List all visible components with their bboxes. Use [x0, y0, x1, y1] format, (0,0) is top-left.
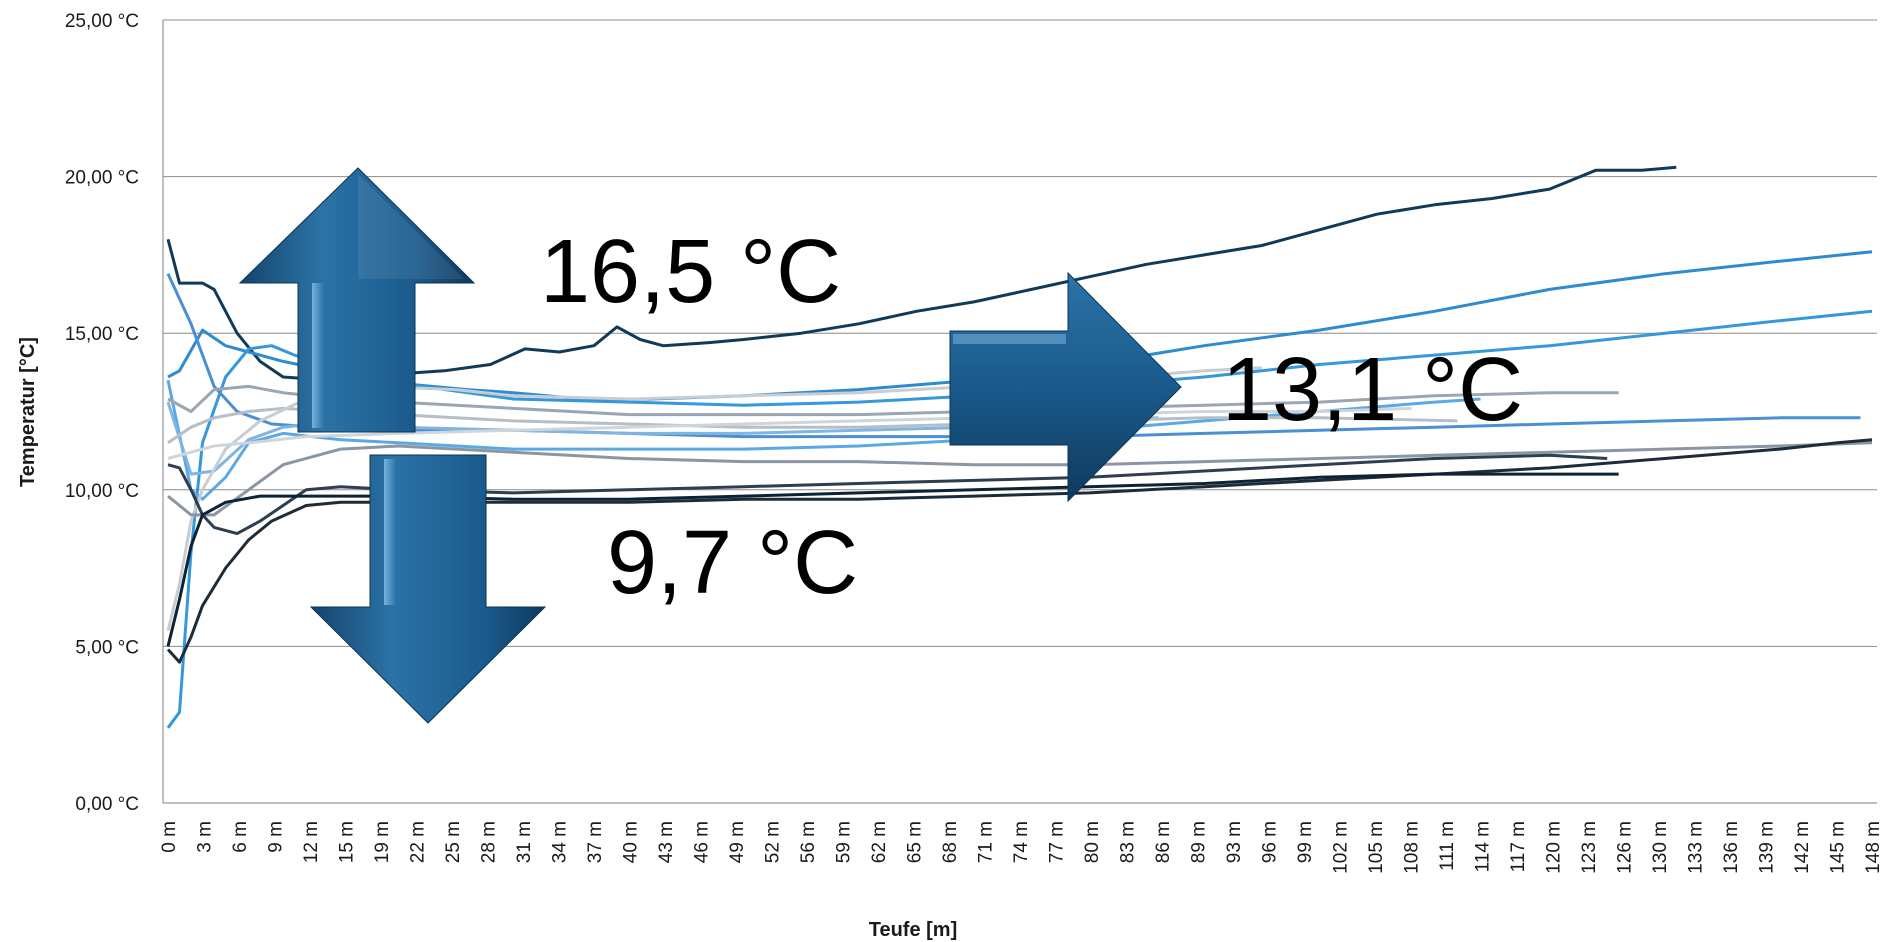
annotation-label-low: 9,7 °C	[607, 513, 858, 613]
x-tick-label: 49 m	[727, 821, 748, 863]
x-tick-label: 19 m	[372, 821, 393, 863]
x-tick-label: 136 m	[1721, 821, 1742, 874]
x-tick-label: 43 m	[656, 821, 677, 863]
x-tick-label: 139 m	[1757, 821, 1778, 874]
x-tick-label: 46 m	[692, 821, 713, 863]
x-tick-label: 25 m	[443, 821, 464, 863]
x-axis-title: Teufe [m]	[869, 919, 958, 941]
x-tick-label: 37 m	[585, 821, 606, 863]
x-tick-label: 105 m	[1366, 821, 1387, 874]
x-tick-label: 65 m	[905, 821, 926, 863]
series-line-5	[166, 379, 1481, 501]
x-tick-label: 22 m	[408, 821, 429, 863]
x-tick-label: 3 m	[195, 821, 216, 853]
x-tick-label: 62 m	[869, 821, 890, 863]
x-tick-label: 80 m	[1082, 821, 1103, 863]
x-tick-label: 68 m	[940, 821, 961, 863]
series-line-10	[167, 406, 1412, 460]
series-line-3	[166, 309, 1873, 729]
x-tick-label: 59 m	[834, 821, 855, 863]
x-tick-label: 34 m	[550, 821, 571, 863]
x-tick-label: 117 m	[1508, 821, 1529, 872]
y-tick-label: 25,00 °C	[65, 11, 139, 32]
x-tick-label: 145 m	[1828, 821, 1849, 874]
y-tick-label: 15,00 °C	[65, 324, 139, 345]
annotation-label-high: 16,5 °C	[540, 222, 841, 322]
x-tick-label: 12 m	[301, 821, 322, 863]
y-tick-label: 0,00 °C	[75, 794, 139, 815]
x-tick-label: 9 m	[266, 821, 287, 853]
x-tick-label: 77 m	[1047, 821, 1068, 863]
x-tick-label: 108 m	[1402, 821, 1423, 874]
x-tick-label: 114 m	[1473, 821, 1494, 872]
x-tick-label: 133 m	[1686, 821, 1707, 874]
x-tick-label: 0 m	[159, 821, 180, 853]
x-tick-label: 15 m	[337, 821, 358, 863]
y-axis-title: Temperatur [°C]	[17, 337, 39, 487]
series-line-1	[166, 165, 1677, 382]
y-tick-label: 5,00 °C	[75, 637, 139, 658]
x-tick-label: 130 m	[1650, 821, 1671, 874]
y-tick-label: 10,00 °C	[65, 481, 139, 502]
series-line-11	[167, 441, 1873, 517]
series-line-14	[166, 472, 1619, 647]
x-tick-label: 83 m	[1118, 821, 1139, 863]
x-tick-label: 126 m	[1615, 821, 1636, 874]
series-line-13	[166, 438, 1873, 664]
right-arrow-icon	[949, 271, 1182, 503]
x-tick-label: 99 m	[1295, 821, 1316, 863]
x-tick-label: 6 m	[230, 821, 251, 853]
axes	[162, 20, 1877, 804]
x-tick-label: 56 m	[798, 821, 819, 863]
x-tick-label: 123 m	[1579, 821, 1600, 874]
y-tick-label: 20,00 °C	[65, 168, 139, 189]
y-tick-labels: 0,00 °C 5,00 °C 10,00 °C 15,00 °C 20,00 °C 25…	[65, 11, 139, 815]
x-tick-label: 28 m	[479, 821, 500, 863]
x-tick-label: 102 m	[1331, 821, 1352, 874]
x-tick-label: 52 m	[763, 821, 784, 863]
x-tick-label: 31 m	[514, 821, 535, 863]
x-tick-label: 142 m	[1792, 821, 1813, 874]
x-tick-label: 96 m	[1260, 821, 1281, 863]
x-tick-label: 111 m	[1437, 821, 1458, 871]
x-tick-labels: 0 m 3 m 6 m 9 m 12 m 15 m 19 m 22 m 25 m 28 m 31 m…	[159, 821, 1883, 874]
annotation-label-mid: 13,1 °C	[1222, 340, 1523, 440]
series-line-7	[167, 384, 1619, 417]
x-tick-label: 86 m	[1153, 821, 1174, 863]
x-tick-label: 120 m	[1544, 821, 1565, 874]
up-arrow-icon	[238, 167, 476, 433]
x-tick-label: 40 m	[621, 821, 642, 863]
x-tick-label: 148 m	[1863, 821, 1883, 874]
down-arrow-icon	[309, 454, 547, 724]
x-tick-label: 93 m	[1224, 821, 1245, 863]
x-tick-label: 89 m	[1189, 821, 1210, 863]
x-tick-label: 74 m	[1011, 821, 1032, 863]
x-tick-label: 71 m	[976, 821, 997, 863]
